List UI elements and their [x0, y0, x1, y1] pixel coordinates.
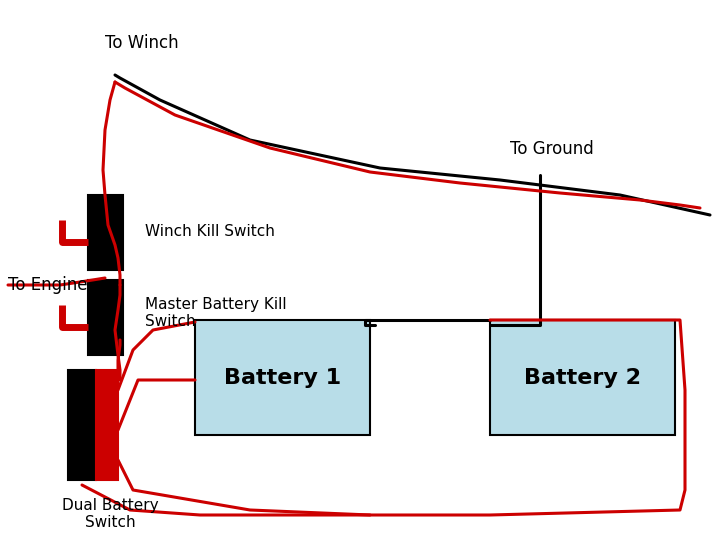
- Text: Battery 1: Battery 1: [224, 368, 341, 388]
- Text: Battery 2: Battery 2: [524, 368, 641, 388]
- Text: To Winch: To Winch: [105, 34, 179, 52]
- Text: To Engine: To Engine: [8, 276, 88, 294]
- Bar: [88, 195, 123, 270]
- Bar: [195, 320, 370, 435]
- Bar: [96, 370, 118, 480]
- Text: Master Battery Kill
Switch: Master Battery Kill Switch: [145, 297, 287, 329]
- Text: Dual Battery
Switch: Dual Battery Switch: [62, 498, 158, 530]
- Text: To Ground: To Ground: [510, 140, 594, 158]
- Bar: [68, 370, 96, 480]
- Bar: [490, 320, 675, 435]
- Text: Winch Kill Switch: Winch Kill Switch: [145, 225, 275, 240]
- Bar: [88, 280, 123, 355]
